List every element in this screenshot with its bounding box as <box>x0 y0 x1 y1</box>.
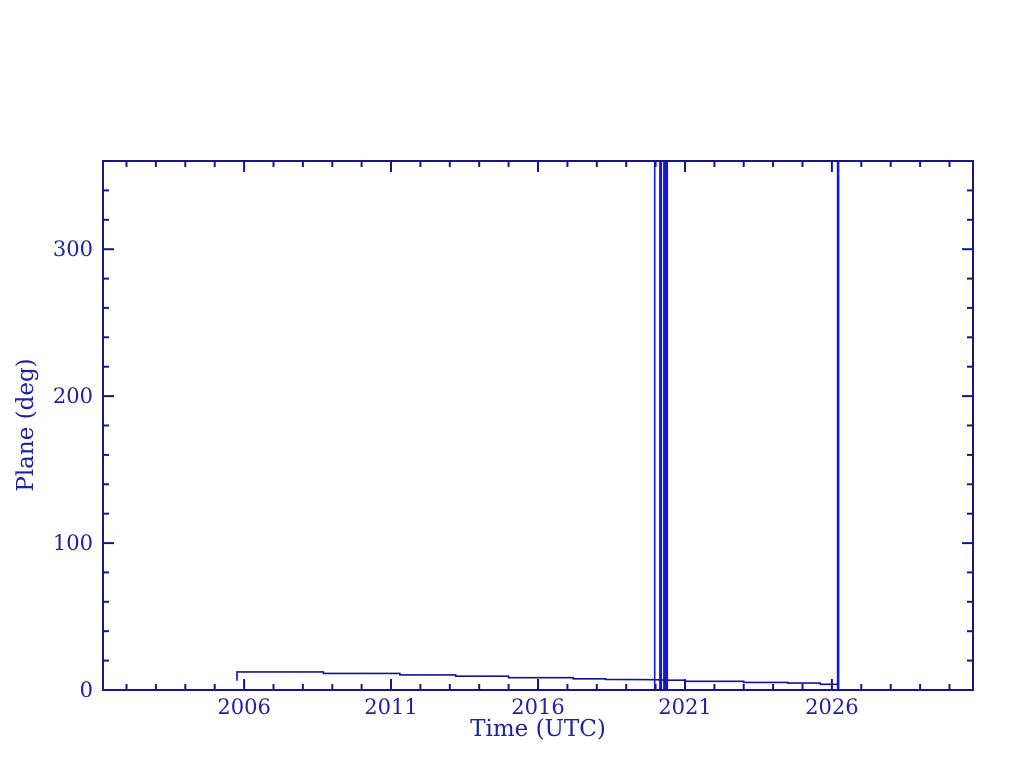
spike-line <box>653 161 656 690</box>
x-tick-label: 2016 <box>511 695 564 719</box>
y-tick-label: 100 <box>53 531 93 555</box>
x-tick-label: 2026 <box>805 695 858 719</box>
x-tick-label: 2006 <box>217 695 270 719</box>
plot-frame <box>102 160 974 691</box>
spike-line <box>663 161 669 690</box>
spike-line <box>836 161 840 690</box>
x-tick-label: 2011 <box>364 695 417 719</box>
x-axis-title: Time (UTC) <box>470 716 606 742</box>
y-axis-title: Plane (deg) <box>13 358 39 492</box>
data-line <box>236 671 838 686</box>
x-tick-label: 2021 <box>658 695 711 719</box>
y-tick-label: 0 <box>80 678 93 702</box>
spike-line <box>659 161 663 690</box>
y-tick-label: 300 <box>53 237 93 261</box>
y-tick-label: 200 <box>53 384 93 408</box>
